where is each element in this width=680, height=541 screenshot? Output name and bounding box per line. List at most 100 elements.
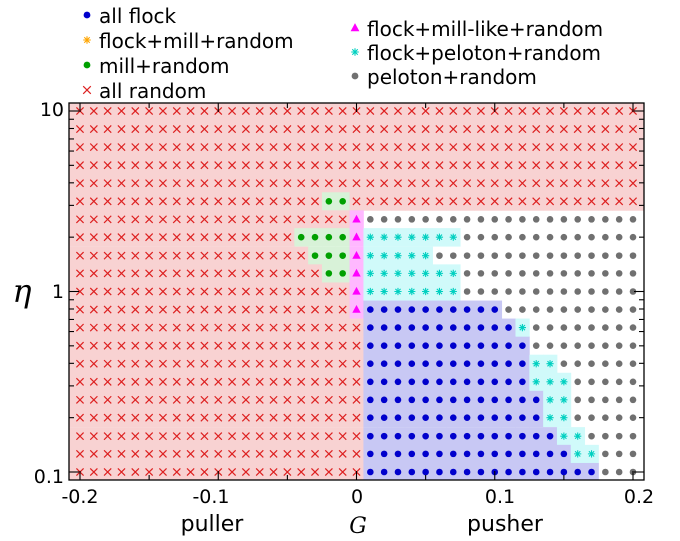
data-point	[491, 432, 499, 440]
data-point	[602, 270, 609, 277]
data-point	[158, 215, 167, 224]
data-point	[241, 395, 250, 404]
legend-item: flock+mill-like+random	[350, 17, 603, 41]
data-point	[352, 304, 361, 313]
data-point	[158, 341, 167, 350]
data-point	[519, 378, 526, 386]
data-point	[422, 287, 430, 296]
data-point	[269, 269, 278, 278]
data-point	[559, 161, 568, 170]
data-point	[145, 377, 154, 386]
region-cell	[626, 103, 645, 121]
data-point	[435, 125, 444, 134]
data-point	[131, 395, 140, 404]
data-point	[89, 449, 98, 458]
y-axis-label: η	[12, 272, 31, 310]
data-point	[200, 215, 209, 224]
data-point	[214, 143, 223, 152]
data-point	[588, 216, 595, 223]
legend-label: peloton+random	[367, 65, 537, 89]
data-point	[422, 468, 429, 476]
data-point	[186, 106, 195, 116]
data-point	[352, 395, 361, 404]
y-tick-label: 0.1	[34, 466, 64, 488]
legend-marker	[351, 72, 359, 80]
data-point	[587, 143, 596, 152]
data-point	[200, 305, 209, 314]
data-point	[339, 233, 346, 241]
data-point	[602, 288, 609, 295]
data-point	[408, 233, 416, 241]
data-point	[241, 197, 250, 206]
legend-label: flock+mill+random	[99, 29, 294, 53]
data-point	[117, 305, 126, 314]
data-point	[380, 161, 389, 170]
data-point	[89, 323, 98, 332]
data-point	[408, 216, 416, 223]
data-point	[408, 396, 416, 404]
data-point	[407, 161, 416, 170]
data-point	[172, 395, 181, 404]
data-point	[186, 197, 195, 206]
data-point	[324, 215, 333, 224]
data-point	[628, 143, 638, 152]
data-point	[408, 378, 416, 386]
data-point	[394, 450, 402, 458]
data-point	[573, 179, 582, 188]
data-point	[338, 449, 347, 458]
data-point	[255, 432, 264, 441]
data-point	[435, 233, 444, 241]
region-cell	[69, 427, 88, 446]
data-point	[131, 233, 140, 242]
data-point	[352, 323, 361, 332]
data-point	[588, 432, 595, 440]
data-point	[324, 377, 333, 386]
data-point	[463, 414, 471, 421]
data-point	[75, 395, 85, 404]
data-point	[158, 106, 167, 116]
data-point	[602, 216, 609, 223]
data-point	[145, 287, 154, 296]
data-point	[214, 359, 223, 368]
data-point	[172, 233, 181, 242]
data-point	[241, 233, 250, 242]
data-point	[587, 106, 596, 116]
data-point	[145, 106, 154, 116]
data-point	[588, 378, 595, 386]
data-point	[172, 143, 181, 152]
legend-item: all flock	[83, 4, 177, 28]
data-point	[615, 270, 623, 277]
data-point	[491, 252, 499, 259]
data-point	[186, 143, 195, 152]
data-point	[338, 323, 347, 332]
data-point	[629, 270, 637, 277]
data-point	[532, 360, 540, 368]
data-point	[297, 449, 306, 458]
data-point	[422, 216, 429, 223]
data-point	[269, 432, 278, 441]
data-point	[89, 233, 98, 242]
data-point	[367, 324, 374, 331]
data-point	[601, 197, 610, 206]
data-point	[214, 413, 223, 422]
x-tick-label: -0.1	[192, 486, 229, 508]
data-point	[117, 179, 126, 188]
data-point	[131, 287, 140, 296]
data-point	[311, 305, 320, 314]
region-cell	[626, 192, 645, 211]
data-point	[172, 305, 181, 314]
data-point	[394, 233, 402, 241]
data-point	[117, 449, 126, 458]
data-point	[449, 414, 457, 421]
data-point	[255, 161, 264, 170]
data-point	[476, 161, 485, 170]
region-cell	[69, 228, 88, 247]
data-point	[573, 143, 582, 152]
data-point	[228, 467, 237, 477]
data-point	[505, 324, 512, 331]
data-point	[172, 432, 181, 441]
data-point	[241, 125, 250, 134]
data-point	[408, 360, 416, 368]
data-point	[628, 125, 638, 134]
data-point	[200, 106, 209, 116]
